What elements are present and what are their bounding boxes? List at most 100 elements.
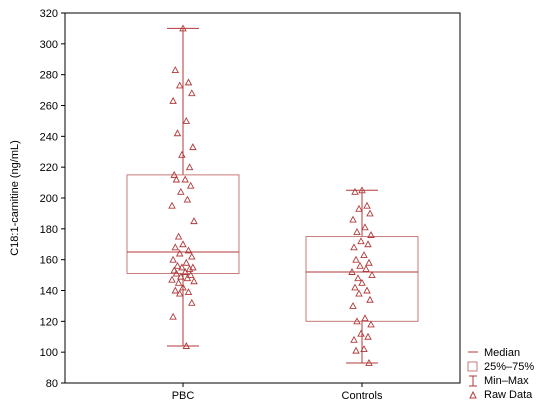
y-tick-label: 140 xyxy=(40,286,58,298)
raw-data-point xyxy=(362,264,370,272)
raw-data-point xyxy=(184,246,193,254)
y-tick-label: 280 xyxy=(40,70,58,82)
raw-data-point xyxy=(179,240,187,248)
y-tick-label: 320 xyxy=(40,8,58,20)
raw-data-point xyxy=(365,258,373,266)
y-axis: 80 100 120 140 160 180 200 220 240 260 280 300 320 xyxy=(40,8,65,390)
raw-data-point xyxy=(178,263,186,271)
raw-data-point xyxy=(356,261,364,269)
raw-data-point xyxy=(175,289,184,297)
y-tick-label: 300 xyxy=(40,39,58,51)
raw-data-point xyxy=(181,268,189,275)
raw-data-point xyxy=(188,252,196,260)
raw-data-point xyxy=(365,359,373,366)
raw-data-point xyxy=(174,278,183,286)
raw-data-point xyxy=(174,232,183,240)
raw-data-point xyxy=(366,295,374,303)
raw-data-point xyxy=(168,201,176,209)
raw-data-point xyxy=(188,298,196,306)
raw-data-point xyxy=(353,317,361,325)
raw-data-point xyxy=(171,66,180,73)
raw-data-point xyxy=(189,263,197,271)
raw-data-point xyxy=(184,78,193,86)
raw-data-point xyxy=(182,116,191,124)
raw-data-point xyxy=(354,274,362,282)
y-tick-label: 240 xyxy=(40,131,58,143)
raw-data-point xyxy=(363,286,371,294)
raw-data-point xyxy=(170,170,178,178)
raw-data-point xyxy=(364,240,372,248)
legend-raw-label: Raw Data xyxy=(484,389,533,401)
raw-data-point xyxy=(361,314,369,322)
raw-data-point xyxy=(179,283,187,291)
raw-data-point xyxy=(169,255,177,263)
y-tick-label: 80 xyxy=(46,378,58,390)
plot-area xyxy=(64,12,461,384)
raw-data-point xyxy=(364,332,372,340)
raw-data-point xyxy=(173,129,182,137)
raw-data-point xyxy=(169,96,177,104)
raw-data-point xyxy=(355,289,363,297)
x-tick-label: Controls xyxy=(342,390,383,402)
raw-data-point xyxy=(186,181,195,189)
raw-data-point xyxy=(350,335,358,343)
raw-data-point xyxy=(358,186,366,194)
y-tick-label: 200 xyxy=(40,193,58,205)
raw-data-point xyxy=(188,89,196,97)
raw-data-point xyxy=(357,237,365,245)
raw-data-point xyxy=(349,215,357,223)
raw-data-point xyxy=(175,249,184,257)
raw-data-point xyxy=(175,81,184,89)
raw-data-point xyxy=(368,271,376,279)
raw-data-point xyxy=(190,277,198,285)
raw-data-point xyxy=(352,346,360,354)
box-series xyxy=(126,24,419,366)
raw-data-point xyxy=(351,283,359,291)
raw-data-point xyxy=(185,163,194,171)
x-tick-label: PBC xyxy=(172,390,195,402)
raw-data-point xyxy=(182,342,191,349)
raw-data-point xyxy=(168,275,176,283)
raw-data-point xyxy=(177,272,185,280)
y-tick-label: 120 xyxy=(40,316,58,328)
raw-data-point xyxy=(189,143,197,151)
raw-data-point xyxy=(357,329,365,337)
legend: Median 25%–75% Min–Max Raw Data xyxy=(467,347,534,401)
raw-data-point xyxy=(172,175,181,183)
raw-data-point xyxy=(350,243,358,251)
raw-data-point xyxy=(183,195,192,203)
raw-data-point xyxy=(185,264,194,272)
raw-data-point xyxy=(169,312,177,320)
box-group-controls xyxy=(305,186,419,366)
raw-data-point xyxy=(181,175,189,183)
raw-data-point xyxy=(349,301,357,309)
raw-data-point xyxy=(173,261,182,269)
raw-data-point xyxy=(361,223,369,231)
raw-data-point xyxy=(352,255,360,263)
raw-data-point xyxy=(367,320,375,328)
raw-data-point xyxy=(363,201,371,209)
y-tick-label: 260 xyxy=(40,101,58,113)
raw-data-point xyxy=(348,268,356,275)
y-tick-label: 220 xyxy=(40,162,58,174)
y-tick-label: 180 xyxy=(40,224,58,236)
raw-data-point xyxy=(360,345,368,353)
box-group-pbc xyxy=(126,24,240,349)
raw-data-point xyxy=(184,288,193,295)
raw-data-point xyxy=(178,150,186,158)
legend-range-label: Min–Max xyxy=(484,375,529,387)
raw-data-point xyxy=(171,286,180,294)
raw-data-point xyxy=(170,266,178,274)
raw-data-point xyxy=(177,187,185,195)
raw-data-point xyxy=(358,278,366,286)
raw-data-point xyxy=(355,204,363,212)
raw-data-point xyxy=(366,209,374,217)
raw-data-point xyxy=(353,227,361,235)
legend-iqr-label: 25%–75% xyxy=(484,361,534,373)
raw-data-point xyxy=(351,187,359,195)
raw-data-point xyxy=(171,243,180,251)
raw-data-point xyxy=(182,258,191,266)
x-axis: PBC Controls xyxy=(172,383,383,402)
raw-data-point xyxy=(186,271,195,279)
legend-raw-marker xyxy=(469,390,477,399)
